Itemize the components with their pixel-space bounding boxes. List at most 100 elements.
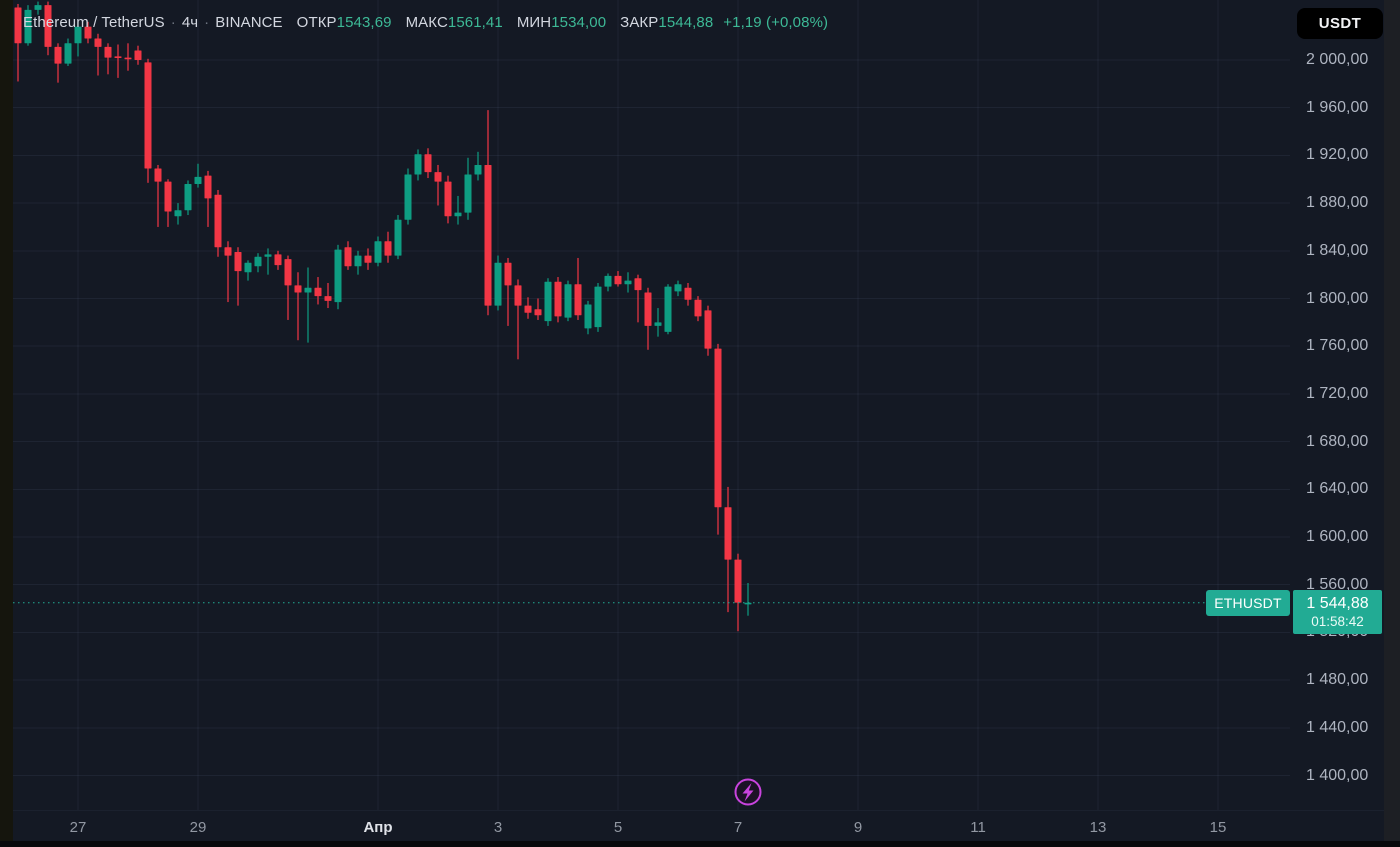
- currency-toggle-button[interactable]: USDT: [1297, 8, 1383, 39]
- last-price-badge: 1 544,88 01:58:42: [1293, 590, 1382, 634]
- price-tick-label: 1 840,00: [1306, 241, 1369, 259]
- candle-body-up[interactable]: [174, 210, 182, 217]
- separator-dot: ·: [204, 14, 210, 31]
- candle-body-down[interactable]: [634, 278, 642, 291]
- candle-body-down[interactable]: [284, 259, 292, 286]
- candle-body-up[interactable]: [604, 275, 612, 287]
- candle-body-down[interactable]: [524, 305, 532, 313]
- candle-body-down[interactable]: [294, 285, 302, 293]
- candle-body-up[interactable]: [414, 154, 422, 175]
- candle-body-up[interactable]: [394, 219, 402, 256]
- change-value: +1,19 (+0,08%): [723, 14, 829, 31]
- symbol-title[interactable]: Ethereum / TetherUS: [23, 14, 165, 31]
- candle-body-down[interactable]: [54, 46, 62, 64]
- candle-body-up[interactable]: [184, 184, 192, 211]
- candle-body-down[interactable]: [644, 292, 652, 326]
- time-tick-label: 27: [69, 819, 87, 836]
- candle-body-down[interactable]: [554, 281, 562, 317]
- candle-body-down[interactable]: [444, 181, 452, 217]
- candle-body-down[interactable]: [724, 507, 732, 560]
- low-value: 1534,00: [551, 14, 607, 31]
- candle-body-down[interactable]: [144, 62, 152, 169]
- candle-body-up[interactable]: [624, 280, 632, 285]
- candle-body-down[interactable]: [364, 255, 372, 263]
- candle-body-down[interactable]: [274, 254, 282, 266]
- candle-body-down[interactable]: [614, 275, 622, 285]
- interval-label[interactable]: 4ч: [181, 14, 199, 31]
- candle-body-up[interactable]: [454, 212, 462, 217]
- candle-body-up[interactable]: [544, 281, 552, 322]
- candle-body-down[interactable]: [434, 172, 442, 182]
- candle-body-down[interactable]: [314, 287, 322, 297]
- candle-body-down[interactable]: [104, 46, 112, 58]
- candle-body-up[interactable]: [664, 286, 672, 332]
- price-axis[interactable]: 2 000,00 1 960,00 1 920,00 1 880,00 1 840,00…: [1290, 0, 1384, 810]
- candle-body-down[interactable]: [224, 247, 232, 256]
- candle-body-down[interactable]: [134, 50, 142, 60]
- candle-body-down[interactable]: [684, 287, 692, 300]
- candle-body-up[interactable]: [24, 9, 32, 44]
- candle-body-down[interactable]: [44, 5, 52, 47]
- page-edge-right: [1384, 0, 1400, 847]
- candle-body-up[interactable]: [74, 26, 82, 44]
- candle-body-up[interactable]: [584, 304, 592, 329]
- separator-dot: ·: [170, 14, 176, 31]
- candle-body-up[interactable]: [64, 43, 72, 64]
- candle-body-down[interactable]: [534, 309, 542, 316]
- candle-body-up[interactable]: [334, 249, 342, 303]
- candle-body-up[interactable]: [744, 602, 752, 605]
- candle-body-down[interactable]: [204, 175, 212, 199]
- candle-body-up[interactable]: [564, 284, 572, 318]
- candle-body-down[interactable]: [704, 310, 712, 349]
- candle-body-up[interactable]: [244, 262, 252, 273]
- candle-body-down[interactable]: [384, 241, 392, 256]
- candle-body-up[interactable]: [494, 262, 502, 306]
- candle-body-down[interactable]: [694, 299, 702, 317]
- high-value: 1561,41: [447, 14, 503, 31]
- candle-body-down[interactable]: [154, 168, 162, 182]
- candle-body-down[interactable]: [734, 559, 742, 603]
- candle-body-down[interactable]: [94, 38, 102, 47]
- candle-body-down[interactable]: [574, 284, 582, 316]
- candle-body-up[interactable]: [194, 176, 202, 185]
- candle-body-down[interactable]: [14, 7, 22, 44]
- candle-body-up[interactable]: [34, 5, 42, 10]
- candle-body-up[interactable]: [594, 286, 602, 328]
- candle-body-down[interactable]: [504, 262, 512, 286]
- time-tick-label: 5: [613, 819, 623, 836]
- candle-body-up[interactable]: [474, 164, 482, 175]
- candle-body-down[interactable]: [514, 285, 522, 306]
- time-tick-label: 7: [733, 819, 743, 836]
- candle-body-down[interactable]: [234, 251, 242, 272]
- price-tick-label: 1 720,00: [1306, 384, 1369, 402]
- candle-body-up[interactable]: [354, 255, 362, 267]
- price-tick-label: 1 640,00: [1306, 480, 1369, 498]
- candle-body-down[interactable]: [324, 296, 332, 301]
- time-tick-label: 15: [1209, 819, 1227, 836]
- candle-body-down[interactable]: [424, 154, 432, 173]
- time-tick-label: 13: [1089, 819, 1107, 836]
- candle-body-up[interactable]: [254, 256, 262, 267]
- candle-body-up[interactable]: [464, 174, 472, 213]
- price-tick-label: 1 880,00: [1306, 194, 1369, 212]
- candle-body-up[interactable]: [374, 241, 382, 263]
- candle-body-down[interactable]: [344, 247, 352, 267]
- time-axis[interactable]: 27 29 Апр 3 5 7 9 11 13 15: [0, 810, 1384, 842]
- candle-body-down[interactable]: [714, 348, 722, 508]
- candle-body-down[interactable]: [214, 194, 222, 248]
- price-tick-label: 1 760,00: [1306, 337, 1369, 355]
- candle-body-down[interactable]: [164, 181, 172, 212]
- candle-body-up[interactable]: [264, 254, 272, 257]
- candle-body-up[interactable]: [674, 284, 682, 292]
- candle-body-up[interactable]: [654, 322, 662, 326]
- time-tick-label: 9: [853, 819, 863, 836]
- candle-body-up[interactable]: [304, 287, 312, 293]
- high-label: МАКС: [405, 14, 448, 31]
- candle-body-up[interactable]: [404, 174, 412, 220]
- candle-body-down[interactable]: [84, 26, 92, 39]
- candle-body-down[interactable]: [124, 57, 132, 60]
- candle-body-down[interactable]: [484, 164, 492, 306]
- candle-body-down[interactable]: [114, 56, 122, 59]
